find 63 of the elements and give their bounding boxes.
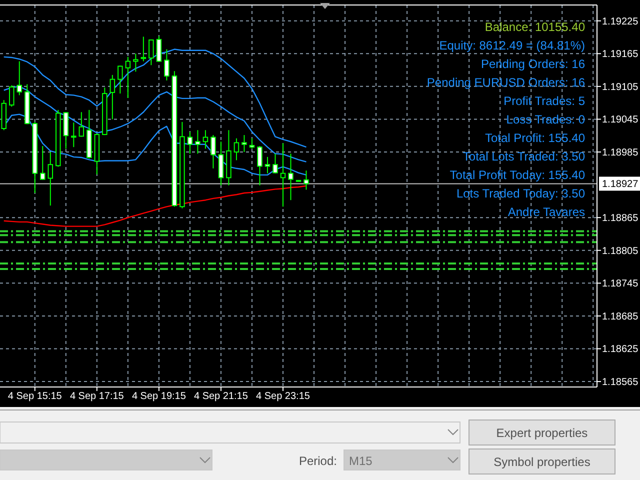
candlestick [63,112,69,150]
candlestick [110,74,116,120]
y-tick-label: 1.18565 [602,377,639,388]
x-tick-label: 4 Sep 15:15 [8,391,62,402]
annotation: Total Profit Today: 155.40 [450,168,586,182]
annotation: Total Lots Traded: 3.50 [462,150,586,164]
candlestick [187,131,193,154]
annotation: Andre Tavares [508,205,585,220]
y-tick-label: 1.19165 [602,49,639,60]
annotation: Profit Trades: 5 [504,94,586,108]
y-tick-label: 1.18625 [602,344,639,356]
y-tick-label: 1.19105 [602,82,639,93]
candlestick [9,84,14,108]
candlestick [40,145,46,180]
candlestick [242,134,247,153]
candlestick [202,130,208,150]
candlestick [234,138,240,161]
y-tick-label: 1.18745 [602,278,639,290]
candlestick [118,65,123,94]
candlestick [264,156,270,174]
annotation: Balance: 10155.40 [484,20,586,34]
annotation: Lots Traded Today: 3.50 [456,186,586,201]
line-series [3,86,307,162]
y-tick-label: 1.18985 [602,148,639,159]
y-tick-label: 1.18865 [602,213,639,224]
candlestick [304,170,309,190]
candlestick [16,60,22,96]
candlestick [249,138,255,150]
candlestick [71,122,76,148]
x-tick-label: 4 Sep 19:15 [132,391,186,402]
candlestick [288,153,294,201]
text: Expert properties [496,426,588,440]
candlestick [133,53,138,72]
candlestick [125,56,131,98]
text: M15 [349,454,373,468]
text: Symbol properties [494,455,590,470]
candlestick [280,142,286,208]
y-tick-label: 1.18685 [602,311,639,322]
text: Period: [298,454,337,468]
annotation: Pending Orders: 16 [480,57,586,72]
x-tick-label: 4 Sep 17:15 [70,391,124,402]
annotation: Equity: 8612.49 = (84.81%) [439,38,585,53]
y-tick-label: 1.19225 [602,16,639,28]
y-tick-label: 1.18805 [602,246,639,257]
candlestick [156,36,162,62]
candlestick [164,48,170,81]
y-tick-label: 1.19045 [602,114,639,126]
annotation: Total Profit: 155.40 [484,131,586,146]
candlestick [272,153,278,174]
candlestick [195,130,200,154]
x-tick-label: 4 Sep 21:15 [194,391,248,402]
candlestick [210,134,216,169]
candlestick [148,38,154,66]
annotation: Pending EURUSD Orders: 16 [426,76,586,90]
candlestick [140,36,146,62]
candlestick [257,145,262,186]
annotation: Loss Trades: 0 [506,112,586,127]
x-tick-label: 4 Sep 23:15 [256,391,310,402]
candlestick [78,112,84,138]
candlestick [48,152,54,206]
ref-line-label: 1.18927 [602,179,639,190]
line-series [3,185,307,227]
candlestick [218,141,224,186]
